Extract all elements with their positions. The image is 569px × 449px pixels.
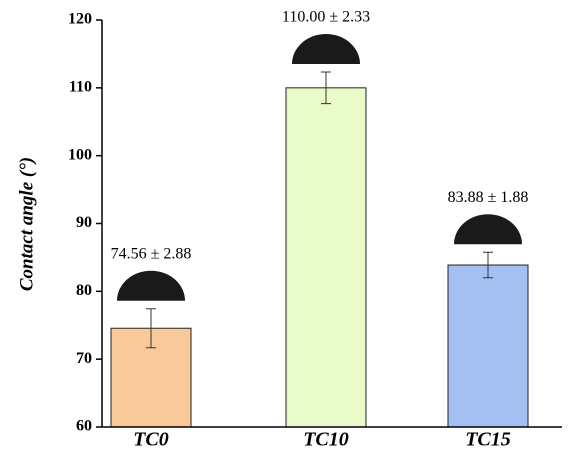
y-tick-label: 90 (76, 214, 92, 231)
bar (286, 88, 366, 427)
droplet-image (117, 271, 185, 301)
bar (448, 265, 528, 427)
x-tick-label: TC15 (465, 429, 511, 449)
value-label: 110.00 ± 2.33 (282, 9, 370, 26)
chart: Contact angle (°) 60 70 80 90 100 110 120 74.56… (0, 0, 569, 449)
y-tick-label: 120 (68, 11, 92, 28)
y-tick-label: 80 (76, 282, 92, 299)
value-label: 74.56 ± 2.88 (111, 245, 192, 262)
y-axis-label: Contact angle (°) (16, 157, 37, 291)
value-label: 83.88 ± 1.88 (448, 189, 529, 206)
x-tick-label: TC10 (303, 429, 349, 449)
y-tick-label: 110 (69, 79, 92, 96)
droplet-image (454, 214, 522, 244)
y-tick-label: 60 (76, 418, 92, 435)
y-tick-label: 100 (68, 146, 92, 163)
y-tick-label: 70 (76, 350, 92, 367)
droplet-image (292, 34, 360, 64)
x-tick-label: TC0 (133, 429, 169, 449)
